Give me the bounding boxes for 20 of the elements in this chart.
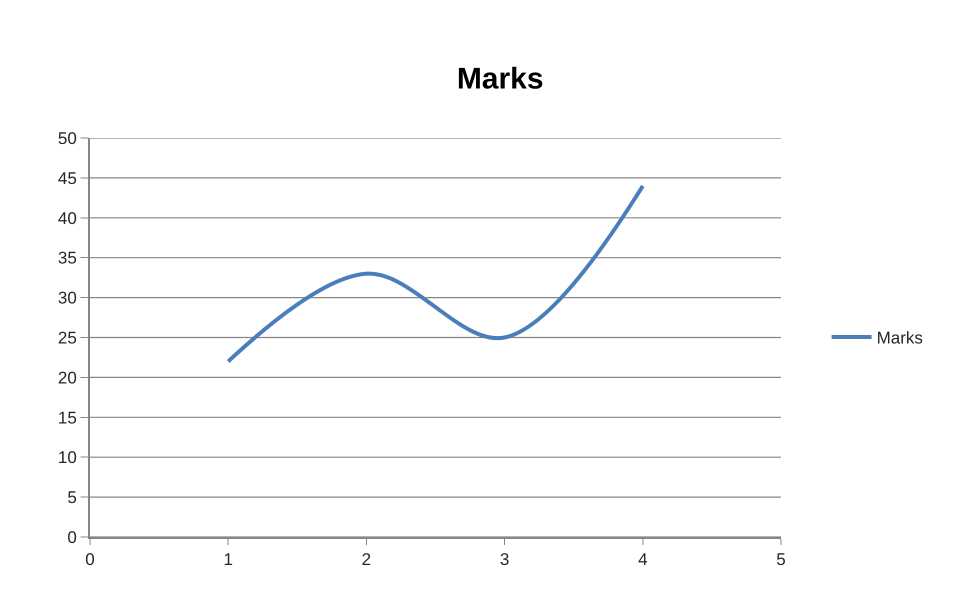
x-tick-label: 0 — [85, 550, 95, 570]
line-series — [226, 184, 645, 364]
y-tick-label: 0 — [67, 528, 77, 547]
legend-label: Marks — [876, 328, 923, 348]
y-tick-label: 25 — [58, 328, 77, 348]
y-tick-label: 50 — [58, 128, 77, 148]
chart-title: Marks — [456, 62, 544, 96]
x-tick-label: 1 — [223, 550, 233, 570]
y-tick-label: 5 — [67, 488, 77, 508]
y-tick-label: 40 — [58, 208, 77, 228]
y-tick-label: 10 — [58, 448, 77, 468]
y-tick-label: 30 — [58, 288, 77, 308]
y-tick-label: 15 — [58, 408, 77, 428]
y-tick-label: 45 — [58, 168, 77, 188]
x-tick-label: 2 — [362, 550, 372, 570]
x-tick-label: 3 — [500, 550, 510, 570]
x-tick-label: 5 — [776, 550, 786, 570]
y-tick-label: 35 — [58, 248, 77, 268]
y-tick-label: 20 — [58, 368, 77, 388]
x-tick-label: 4 — [638, 550, 648, 570]
